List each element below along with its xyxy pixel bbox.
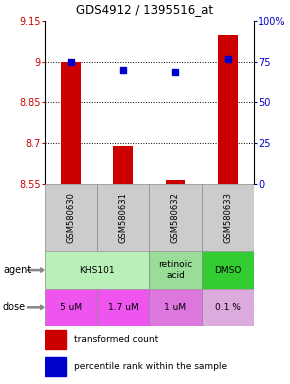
Text: retinoic
acid: retinoic acid bbox=[158, 260, 193, 280]
Text: GSM580631: GSM580631 bbox=[119, 192, 128, 243]
Bar bbox=[45, 184, 97, 252]
Text: 5 uM: 5 uM bbox=[60, 303, 82, 312]
Text: KHS101: KHS101 bbox=[79, 266, 115, 275]
Text: GSM580633: GSM580633 bbox=[223, 192, 232, 243]
Text: dose: dose bbox=[3, 302, 26, 312]
Text: agent: agent bbox=[3, 265, 31, 275]
Bar bbox=[45, 289, 97, 326]
Bar bbox=[166, 180, 185, 184]
Bar bbox=[97, 289, 149, 326]
Text: transformed count: transformed count bbox=[74, 335, 158, 344]
Bar bbox=[61, 62, 81, 184]
Bar bbox=[113, 146, 133, 184]
Bar bbox=[149, 184, 202, 252]
Bar bbox=[202, 184, 254, 252]
Bar bbox=[45, 357, 66, 376]
Bar bbox=[45, 330, 66, 349]
Bar bbox=[202, 289, 254, 326]
Text: DMSO: DMSO bbox=[214, 266, 241, 275]
Text: 1 uM: 1 uM bbox=[164, 303, 186, 312]
Text: GDS4912 / 1395516_at: GDS4912 / 1395516_at bbox=[77, 3, 213, 16]
Bar bbox=[97, 184, 149, 252]
Bar bbox=[218, 35, 238, 184]
Bar bbox=[149, 252, 202, 289]
Text: 1.7 uM: 1.7 uM bbox=[108, 303, 139, 312]
Bar bbox=[202, 252, 254, 289]
Text: 0.1 %: 0.1 % bbox=[215, 303, 241, 312]
Bar bbox=[149, 289, 202, 326]
Bar bbox=[45, 252, 149, 289]
Text: GSM580632: GSM580632 bbox=[171, 192, 180, 243]
Text: percentile rank within the sample: percentile rank within the sample bbox=[74, 362, 227, 371]
Text: GSM580630: GSM580630 bbox=[66, 192, 76, 243]
